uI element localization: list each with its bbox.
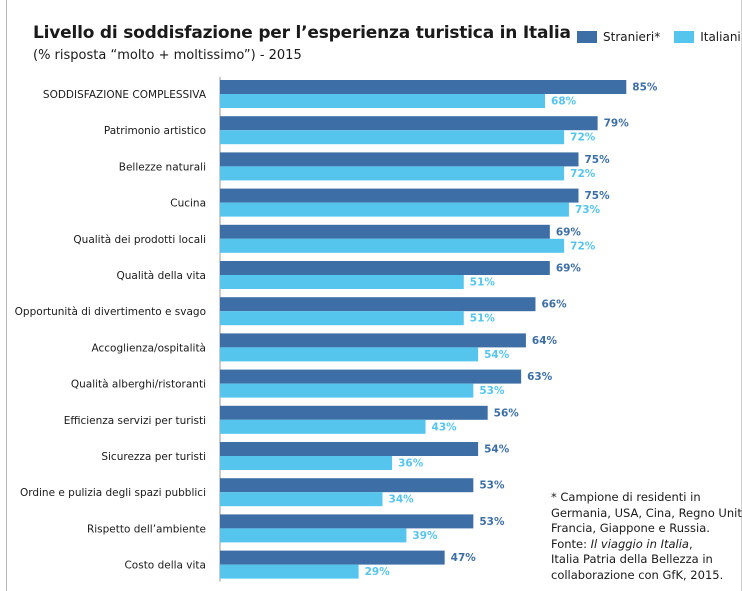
data-label-stranieri: 56% bbox=[494, 407, 520, 419]
bar-stranieri bbox=[220, 261, 550, 275]
bar-italiani bbox=[220, 311, 464, 326]
bar-stranieri bbox=[220, 405, 488, 420]
legend-swatch-italiani bbox=[674, 31, 695, 43]
data-label-stranieri: 79% bbox=[604, 118, 630, 130]
bar-stranieri bbox=[220, 514, 474, 529]
bar-stranieri bbox=[220, 550, 445, 565]
legend-item-italiani: Italiani bbox=[674, 30, 741, 44]
data-label-italiani: 54% bbox=[484, 349, 510, 361]
bar-italiani bbox=[220, 238, 565, 253]
category-label: Opportunità di divertimento e svago bbox=[15, 306, 206, 318]
bar-stranieri bbox=[220, 152, 579, 167]
data-label-stranieri: 47% bbox=[451, 552, 477, 564]
category-label: Bellezze naturali bbox=[119, 161, 206, 173]
legend-item-stranieri: Stranieri* bbox=[577, 30, 660, 44]
footnote-line-2: Germania, USA, Cina, Regno Unito, bbox=[551, 505, 742, 520]
data-label-italiani: 68% bbox=[551, 96, 577, 108]
data-label-italiani: 34% bbox=[389, 494, 415, 506]
bar-italiani bbox=[220, 166, 565, 181]
category-label: Ordine e pulizia degli spazi pubblici bbox=[20, 487, 206, 499]
category-label: Cucina bbox=[170, 198, 206, 210]
category-label: Qualità dei prodotti locali bbox=[73, 234, 206, 246]
footnote-line-6: collaborazione con GfK, 2015. bbox=[551, 567, 724, 582]
category-label: Accoglienza/ospitalità bbox=[92, 342, 206, 354]
category-label: Patrimonio artistico bbox=[104, 125, 206, 137]
bar-stranieri bbox=[220, 80, 627, 94]
category-label: SODDISFAZIONE COMPLESSIVA bbox=[43, 89, 207, 101]
data-label-italiani: 73% bbox=[575, 204, 601, 216]
chart-title: Livello di soddisfazione per l’esperienz… bbox=[33, 23, 571, 43]
category-label: Rispetto dell’ambiente bbox=[87, 523, 206, 535]
bar-italiani bbox=[220, 130, 565, 145]
bar-italiani bbox=[220, 492, 383, 507]
data-label-italiani: 43% bbox=[432, 421, 458, 433]
footnote-source-suffix: , bbox=[688, 536, 693, 551]
footnote-source-prefix: Fonte: bbox=[551, 536, 591, 551]
data-label-stranieri: 75% bbox=[585, 190, 611, 202]
bar-italiani bbox=[220, 456, 393, 470]
footnote-source: Fonte: Il viaggio in Italia, bbox=[551, 537, 742, 553]
footnote-line-5: Italia Patria della Bellezza in bbox=[551, 552, 713, 566]
data-label-stranieri: 69% bbox=[556, 226, 582, 238]
bar-stranieri bbox=[220, 369, 522, 384]
data-label-italiani: 51% bbox=[470, 277, 496, 289]
bar-italiani bbox=[220, 347, 479, 362]
bar-stranieri bbox=[220, 224, 550, 239]
bar-italiani bbox=[220, 275, 464, 289]
bar-italiani bbox=[220, 528, 407, 543]
bar-italiani bbox=[220, 419, 426, 434]
bar-italiani bbox=[220, 202, 569, 217]
data-label-stranieri: 69% bbox=[556, 263, 582, 275]
chart-legend: Stranieri* Italiani bbox=[577, 30, 742, 44]
data-label-italiani: 36% bbox=[398, 458, 424, 470]
category-label: Sicurezza per turisti bbox=[101, 451, 206, 463]
chart-subtitle: (% risposta “molto + moltissimo”) - 2015 bbox=[33, 48, 302, 63]
footnote-line-1: * Campione di residenti in bbox=[551, 490, 701, 504]
data-label-stranieri: 53% bbox=[479, 516, 505, 528]
category-label: Efficienza servizi per turisti bbox=[64, 415, 206, 427]
data-label-italiani: 72% bbox=[570, 240, 596, 252]
data-label-stranieri: 53% bbox=[479, 480, 505, 492]
data-label-stranieri: 64% bbox=[532, 335, 558, 347]
frame-left-border bbox=[6, 0, 7, 591]
legend-swatch-stranieri bbox=[577, 31, 597, 43]
bar-stranieri bbox=[220, 478, 474, 493]
category-label: Qualità della vita bbox=[117, 270, 207, 282]
data-label-italiani: 39% bbox=[412, 530, 438, 542]
footnote: * Campione di residenti in Germania, USA… bbox=[551, 490, 742, 583]
data-label-stranieri: 85% bbox=[632, 82, 658, 94]
bar-italiani bbox=[220, 94, 546, 108]
bar-stranieri bbox=[220, 333, 526, 348]
legend-label-italiani: Italiani bbox=[700, 30, 741, 44]
data-label-stranieri: 54% bbox=[484, 444, 510, 456]
category-label: Costo della vita bbox=[124, 560, 206, 572]
bar-italiani bbox=[220, 383, 474, 398]
data-label-stranieri: 66% bbox=[541, 299, 567, 311]
footnote-line-3: Francia, Giappone e Russia. bbox=[551, 521, 710, 535]
footnote-source-title: Il viaggio in Italia bbox=[590, 536, 689, 551]
bar-stranieri bbox=[220, 188, 579, 203]
bar-stranieri bbox=[220, 297, 536, 312]
bar-stranieri bbox=[220, 116, 598, 131]
bar-italiani bbox=[220, 564, 359, 579]
data-label-stranieri: 75% bbox=[585, 154, 611, 166]
legend-label-stranieri: Stranieri* bbox=[603, 30, 661, 44]
data-label-italiani: 72% bbox=[570, 132, 596, 144]
data-label-italiani: 51% bbox=[470, 313, 496, 325]
data-label-italiani: 72% bbox=[570, 168, 596, 180]
data-label-italiani: 29% bbox=[365, 566, 391, 578]
bar-stranieri bbox=[220, 442, 479, 456]
data-label-italiani: 53% bbox=[479, 385, 505, 397]
category-label: Qualità alberghi/ristoranti bbox=[71, 379, 206, 391]
data-label-stranieri: 63% bbox=[527, 371, 553, 383]
